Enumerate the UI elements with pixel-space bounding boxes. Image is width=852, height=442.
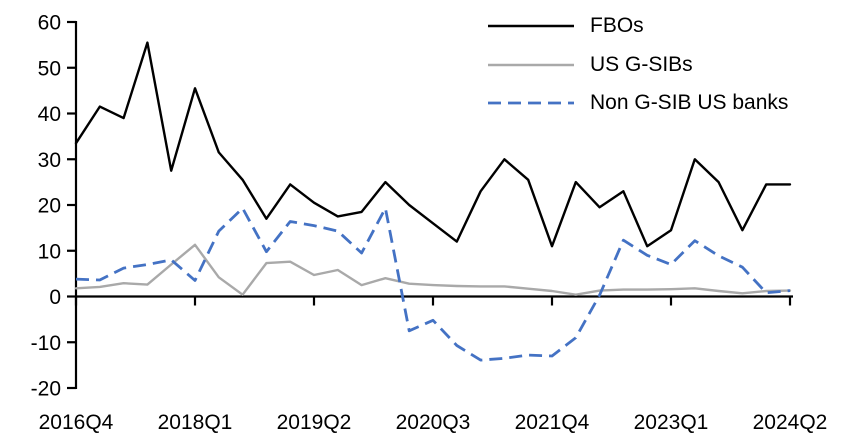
x-tick-label: 2021Q4 (515, 411, 590, 434)
legend-line-sample (488, 101, 574, 105)
x-tick-label: 2019Q2 (277, 411, 352, 434)
y-tick-label: 10 (38, 240, 61, 263)
x-tick-label: 2023Q1 (634, 411, 709, 434)
series-line-0 (74, 41, 792, 248)
x-tick-label: 2016Q4 (39, 411, 114, 434)
legend-item-us-gsibs: US G-SIBs (488, 46, 788, 85)
y-tick-label: 20 (38, 195, 61, 218)
y-tick-label: 30 (38, 149, 61, 172)
legend-label-fbos: FBOs (590, 14, 644, 38)
legend-line-sample (488, 24, 574, 28)
y-tick-label: 0 (49, 286, 61, 309)
legend-label-non-gsib: Non G-SIB US banks (590, 91, 789, 115)
legend-item-fbos: FBOs (488, 7, 788, 46)
x-tick-label: 2024Q2 (753, 411, 828, 434)
legend-item-non-gsib: Non G-SIB US banks (488, 84, 788, 123)
y-tick-label: -20 (31, 378, 61, 401)
series-line-2 (75, 206, 791, 362)
legend-line-sample (488, 63, 574, 67)
x-tick-label: 2020Q3 (396, 411, 471, 434)
legend: FBOs US G-SIBs Non G-SIB US banks (488, 7, 788, 123)
legend-label-us-gsibs: US G-SIBs (590, 52, 693, 76)
y-tick-label: -10 (31, 332, 61, 355)
series-line-1 (74, 243, 792, 296)
y-tick-label: 40 (38, 103, 61, 126)
y-tick-label: 50 (38, 57, 61, 80)
x-tick-label: 2018Q1 (158, 411, 233, 434)
y-tick-label: 60 (38, 12, 61, 35)
